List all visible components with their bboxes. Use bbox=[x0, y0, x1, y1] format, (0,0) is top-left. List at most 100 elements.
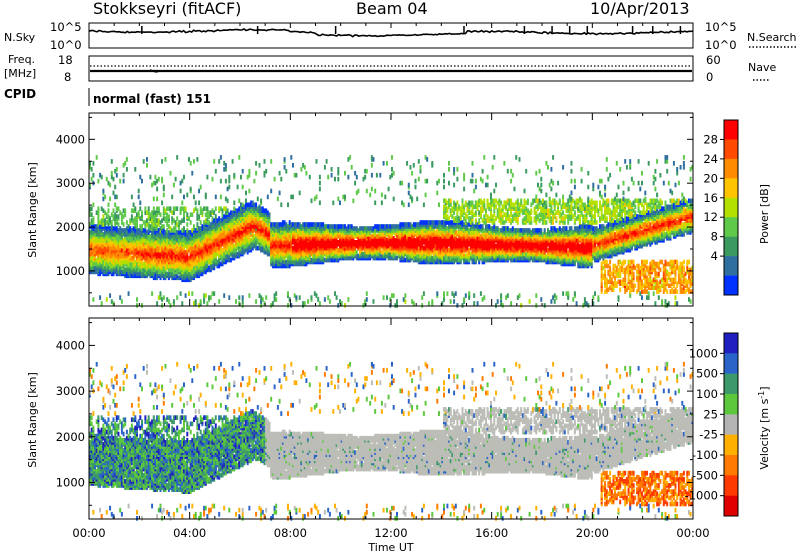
power-cell bbox=[142, 159, 145, 164]
power-cell bbox=[256, 212, 259, 217]
power-cell bbox=[337, 170, 340, 176]
power-cell bbox=[100, 228, 103, 233]
power-cell bbox=[431, 299, 434, 304]
power-cell bbox=[330, 224, 333, 229]
power-cell bbox=[419, 165, 422, 170]
power-cell bbox=[328, 257, 331, 263]
power-cell bbox=[298, 242, 301, 247]
power-cell bbox=[147, 228, 150, 233]
power-cell bbox=[270, 232, 273, 237]
power-cell bbox=[90, 212, 93, 217]
power-cell bbox=[421, 220, 424, 225]
power-cell bbox=[183, 249, 185, 255]
power-cell bbox=[164, 216, 167, 221]
power-cell bbox=[164, 230, 167, 235]
power-cell bbox=[120, 220, 123, 225]
power-cell bbox=[424, 192, 427, 198]
power-cell bbox=[156, 232, 159, 237]
power-cell bbox=[146, 218, 148, 223]
power-cell bbox=[174, 253, 177, 259]
power-cell bbox=[261, 232, 264, 237]
power-cell bbox=[295, 295, 298, 300]
frequency-panel: Freq. [MHz] 18 8 60 0 Nave bbox=[4, 53, 776, 84]
power-cell bbox=[102, 188, 105, 194]
power-cell bbox=[401, 200, 404, 206]
power-cell bbox=[317, 257, 320, 263]
power-cell bbox=[248, 206, 251, 211]
power-cell bbox=[241, 303, 244, 308]
power-cell bbox=[196, 208, 199, 213]
power-cell bbox=[176, 216, 179, 221]
power-cell bbox=[188, 230, 190, 235]
power-cell bbox=[233, 200, 236, 206]
power-cell bbox=[443, 198, 445, 204]
power-cell bbox=[260, 198, 263, 204]
power-cell bbox=[136, 216, 138, 221]
power-cell bbox=[112, 226, 115, 231]
power-cell bbox=[89, 230, 91, 235]
power-cell bbox=[107, 257, 110, 263]
power-cell bbox=[124, 267, 127, 273]
power-cell bbox=[95, 210, 98, 215]
power-cell bbox=[271, 230, 274, 235]
power-cell bbox=[166, 297, 169, 302]
power-cell bbox=[402, 297, 405, 302]
power-cell bbox=[107, 208, 110, 213]
power-cell bbox=[107, 180, 110, 186]
power-cell bbox=[401, 255, 404, 261]
power-cell bbox=[253, 202, 256, 208]
power-cell bbox=[387, 251, 390, 257]
power-cell bbox=[176, 295, 179, 300]
power-cell bbox=[298, 257, 301, 263]
power-cell bbox=[362, 303, 365, 308]
power-cell bbox=[293, 172, 296, 178]
power-cell bbox=[201, 224, 204, 229]
power-cell bbox=[389, 297, 392, 302]
power-cell bbox=[434, 220, 437, 225]
power-cell bbox=[141, 232, 143, 237]
power-cell bbox=[275, 259, 278, 265]
power-cell bbox=[238, 301, 241, 306]
power-cell bbox=[229, 210, 232, 215]
power-cell bbox=[260, 299, 263, 304]
power-cell bbox=[330, 228, 333, 233]
power-cell bbox=[120, 251, 123, 257]
power-cell bbox=[149, 216, 152, 221]
power-cell bbox=[208, 220, 211, 225]
power-cell bbox=[364, 174, 367, 180]
power-cell bbox=[255, 161, 258, 166]
power-cell bbox=[228, 295, 231, 300]
power-cell bbox=[183, 216, 185, 221]
power-cell bbox=[422, 220, 425, 225]
power-cell bbox=[432, 259, 435, 265]
power-cell bbox=[441, 232, 444, 237]
power-cell bbox=[181, 263, 184, 269]
power-cell bbox=[218, 206, 221, 211]
power-cell bbox=[290, 194, 293, 200]
power-cell bbox=[152, 261, 155, 267]
power-cell bbox=[441, 301, 444, 306]
power-cell bbox=[219, 253, 222, 259]
power-cell bbox=[288, 297, 291, 302]
power-cell bbox=[132, 202, 135, 208]
power-cell bbox=[186, 277, 189, 283]
power-cell bbox=[110, 240, 113, 245]
power-cell bbox=[174, 220, 177, 225]
power-cell bbox=[449, 236, 452, 241]
power-cell bbox=[411, 170, 414, 176]
power-cell bbox=[370, 155, 373, 160]
power-cell bbox=[219, 232, 222, 237]
power-cell bbox=[446, 220, 449, 225]
power-cell bbox=[146, 210, 148, 215]
power-cell bbox=[340, 224, 343, 229]
power-cell bbox=[238, 155, 241, 160]
power-cell bbox=[142, 220, 145, 225]
power-cell bbox=[313, 196, 316, 202]
power-cell bbox=[171, 194, 174, 200]
power-cell bbox=[161, 176, 164, 182]
power-cell bbox=[117, 243, 120, 249]
power-cell bbox=[300, 167, 303, 172]
power-cell bbox=[99, 271, 102, 277]
power-cell bbox=[151, 214, 154, 219]
power-cell bbox=[206, 206, 209, 211]
